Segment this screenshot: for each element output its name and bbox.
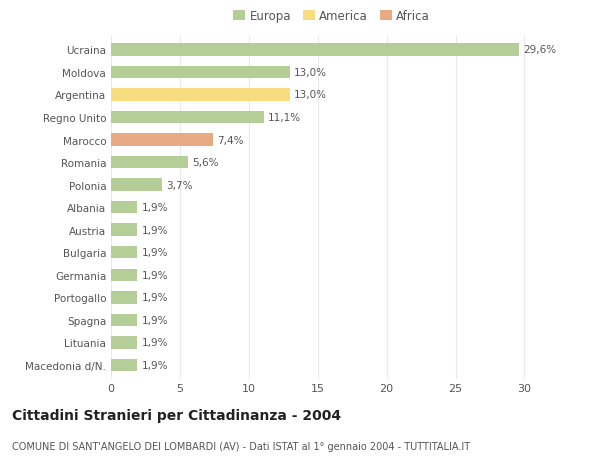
Bar bbox=[111, 314, 137, 326]
Text: COMUNE DI SANT'ANGELO DEI LOMBARDI (AV) - Dati ISTAT al 1° gennaio 2004 - TUTTIT: COMUNE DI SANT'ANGELO DEI LOMBARDI (AV) … bbox=[12, 441, 470, 451]
Bar bbox=[111, 336, 137, 349]
Bar bbox=[111, 67, 290, 79]
Bar bbox=[111, 359, 137, 371]
Legend: Europa, America, Africa: Europa, America, Africa bbox=[228, 5, 435, 28]
Text: 13,0%: 13,0% bbox=[294, 68, 327, 78]
Bar bbox=[111, 157, 188, 169]
Bar bbox=[111, 202, 137, 214]
Text: 3,7%: 3,7% bbox=[166, 180, 193, 190]
Text: 1,9%: 1,9% bbox=[142, 203, 168, 213]
Text: 1,9%: 1,9% bbox=[142, 225, 168, 235]
Bar bbox=[111, 291, 137, 304]
Text: 1,9%: 1,9% bbox=[142, 293, 168, 302]
Bar bbox=[111, 112, 264, 124]
Bar bbox=[111, 89, 290, 101]
Text: Cittadini Stranieri per Cittadinanza - 2004: Cittadini Stranieri per Cittadinanza - 2… bbox=[12, 409, 341, 422]
Text: 13,0%: 13,0% bbox=[294, 90, 327, 100]
Text: 7,4%: 7,4% bbox=[217, 135, 244, 145]
Text: 11,1%: 11,1% bbox=[268, 113, 301, 123]
Bar bbox=[111, 224, 137, 236]
Bar bbox=[111, 269, 137, 281]
Bar bbox=[111, 134, 213, 146]
Text: 1,9%: 1,9% bbox=[142, 270, 168, 280]
Bar bbox=[111, 246, 137, 259]
Text: 29,6%: 29,6% bbox=[523, 45, 556, 55]
Bar bbox=[111, 44, 519, 56]
Text: 1,9%: 1,9% bbox=[142, 248, 168, 257]
Text: 1,9%: 1,9% bbox=[142, 360, 168, 370]
Text: 1,9%: 1,9% bbox=[142, 338, 168, 347]
Text: 1,9%: 1,9% bbox=[142, 315, 168, 325]
Text: 5,6%: 5,6% bbox=[193, 158, 219, 168]
Bar bbox=[111, 179, 162, 191]
